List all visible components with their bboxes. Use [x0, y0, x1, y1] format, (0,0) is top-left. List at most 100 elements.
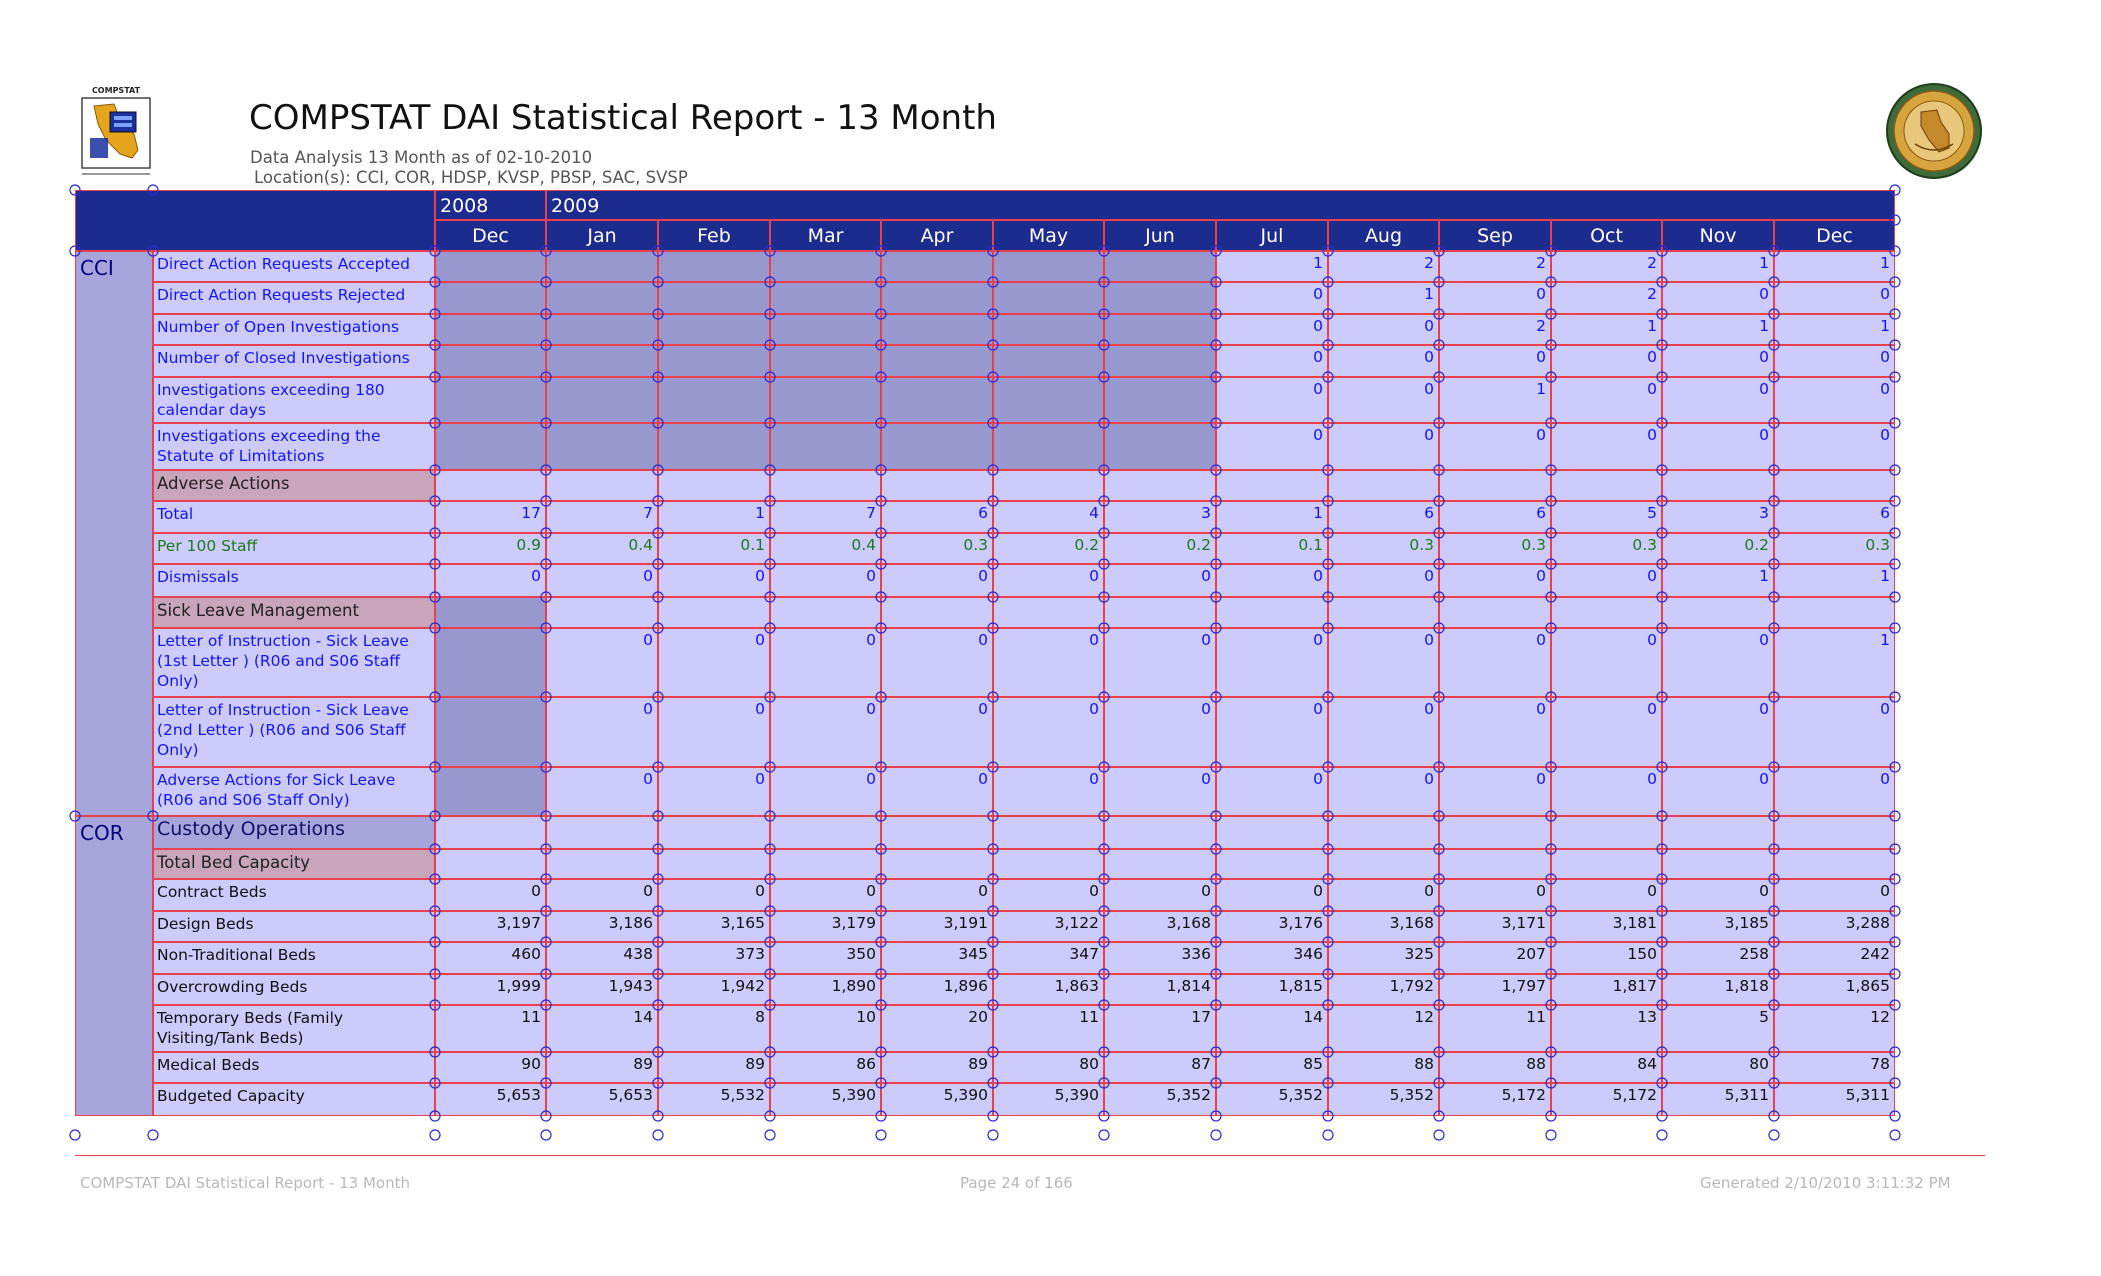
- data-cell: 0: [1328, 697, 1439, 767]
- data-cell: 80: [993, 1052, 1104, 1083]
- data-cell: 438: [546, 942, 658, 974]
- month-header: Mar: [770, 220, 881, 251]
- footer-report-name: COMPSTAT DAI Statistical Report - 13 Mon…: [80, 1174, 410, 1192]
- location-label: COR: [75, 816, 153, 1116]
- data-cell: 0: [1662, 879, 1774, 911]
- data-cell: [546, 282, 658, 314]
- data-cell: 0: [1774, 345, 1895, 377]
- data-cell: [1439, 597, 1551, 628]
- data-cell: 0: [435, 564, 546, 597]
- data-cell: 5,390: [993, 1083, 1104, 1116]
- month-header: Aug: [1328, 220, 1439, 251]
- row-label: Contract Beds: [153, 879, 435, 911]
- month-header: Jan: [546, 220, 658, 251]
- data-cell: 0: [1662, 345, 1774, 377]
- data-cell: [546, 597, 658, 628]
- data-cell: 12: [1774, 1005, 1895, 1052]
- data-cell: 5: [1662, 1005, 1774, 1052]
- data-cell: [993, 251, 1104, 282]
- data-cell: 0: [1104, 564, 1216, 597]
- data-cell: 0: [993, 564, 1104, 597]
- data-cell: 5,311: [1662, 1083, 1774, 1116]
- data-cell: [1662, 597, 1774, 628]
- data-cell: 0: [658, 628, 770, 697]
- compstat-logo: COMPSTAT: [81, 86, 151, 175]
- data-cell: 0: [1328, 314, 1439, 345]
- data-cell: 78: [1774, 1052, 1895, 1083]
- data-cell: 207: [1439, 942, 1551, 974]
- data-cell: [658, 377, 770, 423]
- data-cell: 10: [770, 1005, 881, 1052]
- data-cell: 0: [658, 767, 770, 816]
- row-label: Per 100 Staff: [153, 533, 435, 564]
- data-cell: 1: [1216, 251, 1328, 282]
- data-cell: [546, 345, 658, 377]
- data-cell: 0: [1439, 282, 1551, 314]
- data-cell: 0: [770, 564, 881, 597]
- row-label: Dismissals: [153, 564, 435, 597]
- row-label: Total: [153, 501, 435, 533]
- data-cell: 2: [1439, 314, 1551, 345]
- data-cell: 86: [770, 1052, 881, 1083]
- data-cell: [658, 470, 770, 501]
- data-cell: [881, 849, 993, 879]
- data-cell: [770, 345, 881, 377]
- data-cell: 0: [658, 564, 770, 597]
- data-cell: [1662, 816, 1774, 849]
- data-cell: [1216, 816, 1328, 849]
- data-cell: 5,352: [1216, 1083, 1328, 1116]
- data-cell: 0: [993, 879, 1104, 911]
- data-cell: [1104, 251, 1216, 282]
- data-cell: [881, 282, 993, 314]
- data-cell: 1: [658, 501, 770, 533]
- data-cell: 0.3: [1551, 533, 1662, 564]
- row-label: Letter of Instruction - Sick Leave (2nd …: [153, 697, 435, 767]
- data-cell: 1,817: [1551, 974, 1662, 1005]
- data-cell: 0: [1328, 564, 1439, 597]
- data-cell: [1104, 377, 1216, 423]
- data-cell: 1,999: [435, 974, 546, 1005]
- data-cell: 1: [1774, 564, 1895, 597]
- data-cell: [435, 423, 546, 470]
- data-cell: 0: [993, 628, 1104, 697]
- data-cell: 0: [1216, 423, 1328, 470]
- data-cell: 0: [1551, 767, 1662, 816]
- data-cell: [435, 849, 546, 879]
- row-label: Temporary Beds (Family Visiting/Tank Bed…: [153, 1005, 435, 1052]
- data-cell: 0.3: [1439, 533, 1551, 564]
- data-cell: [1662, 849, 1774, 879]
- data-cell: [1104, 314, 1216, 345]
- data-cell: 0: [546, 697, 658, 767]
- data-cell: 3,176: [1216, 911, 1328, 942]
- data-cell: 1,896: [881, 974, 993, 1005]
- data-cell: [658, 816, 770, 849]
- data-cell: 3,168: [1104, 911, 1216, 942]
- data-cell: 0: [1662, 628, 1774, 697]
- row-label: Custody Operations: [153, 816, 435, 849]
- data-cell: 0: [1551, 345, 1662, 377]
- data-cell: 0: [1551, 628, 1662, 697]
- data-cell: [993, 470, 1104, 501]
- data-cell: 0: [1328, 628, 1439, 697]
- data-cell: 0: [881, 767, 993, 816]
- month-header: Sep: [1439, 220, 1551, 251]
- row-label: Direct Action Requests Accepted: [153, 251, 435, 282]
- data-cell: 1,814: [1104, 974, 1216, 1005]
- data-cell: 17: [1104, 1005, 1216, 1052]
- data-cell: 5,172: [1551, 1083, 1662, 1116]
- row-label: Overcrowding Beds: [153, 974, 435, 1005]
- data-cell: 0: [1439, 423, 1551, 470]
- data-cell: 0.3: [1328, 533, 1439, 564]
- data-cell: 0: [1439, 697, 1551, 767]
- data-cell: 3,197: [435, 911, 546, 942]
- data-cell: [881, 816, 993, 849]
- data-cell: [1104, 597, 1216, 628]
- data-cell: [435, 628, 546, 697]
- data-cell: 0: [1439, 564, 1551, 597]
- data-cell: 0: [1216, 879, 1328, 911]
- data-cell: [770, 849, 881, 879]
- data-cell: 1,792: [1328, 974, 1439, 1005]
- data-cell: [881, 597, 993, 628]
- data-cell: [658, 423, 770, 470]
- data-cell: [1551, 470, 1662, 501]
